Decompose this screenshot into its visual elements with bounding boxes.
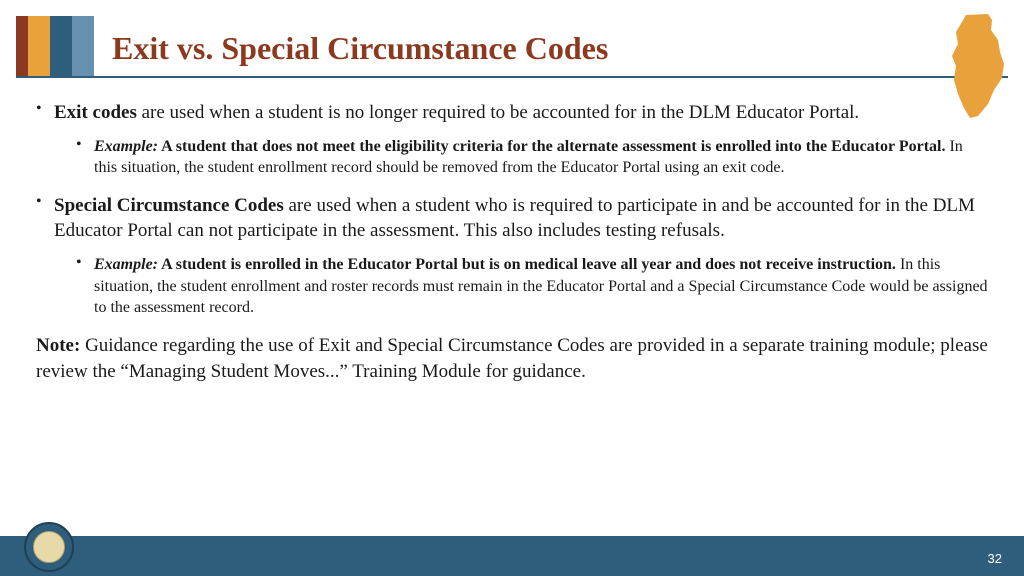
footer-bar bbox=[0, 536, 1024, 576]
content: Exit codes are used when a student is no… bbox=[36, 100, 988, 384]
slide: Exit vs. Special Circumstance Codes Exit… bbox=[0, 0, 1024, 576]
stripe-4 bbox=[72, 16, 94, 76]
bullet-1-sub: Example: A student that does not meet th… bbox=[76, 136, 988, 179]
slide-title: Exit vs. Special Circumstance Codes bbox=[112, 30, 608, 67]
title-rule bbox=[16, 76, 1008, 78]
accent-stripes bbox=[16, 16, 94, 76]
stripe-3 bbox=[50, 16, 72, 76]
bullet-2: Special Circumstance Codes are used when… bbox=[36, 193, 988, 319]
stripe-2 bbox=[28, 16, 50, 76]
page-number: 32 bbox=[988, 551, 1002, 566]
bullet-2-sub: Example: A student is enrolled in the Ed… bbox=[76, 254, 988, 319]
state-seal-inner bbox=[33, 531, 65, 563]
note-paragraph: Note: Guidance regarding the use of Exit… bbox=[36, 333, 988, 384]
title-block: Exit vs. Special Circumstance Codes bbox=[112, 30, 608, 67]
stripe-1 bbox=[16, 16, 28, 76]
state-seal-icon bbox=[24, 522, 74, 572]
bullet-1: Exit codes are used when a student is no… bbox=[36, 100, 988, 179]
